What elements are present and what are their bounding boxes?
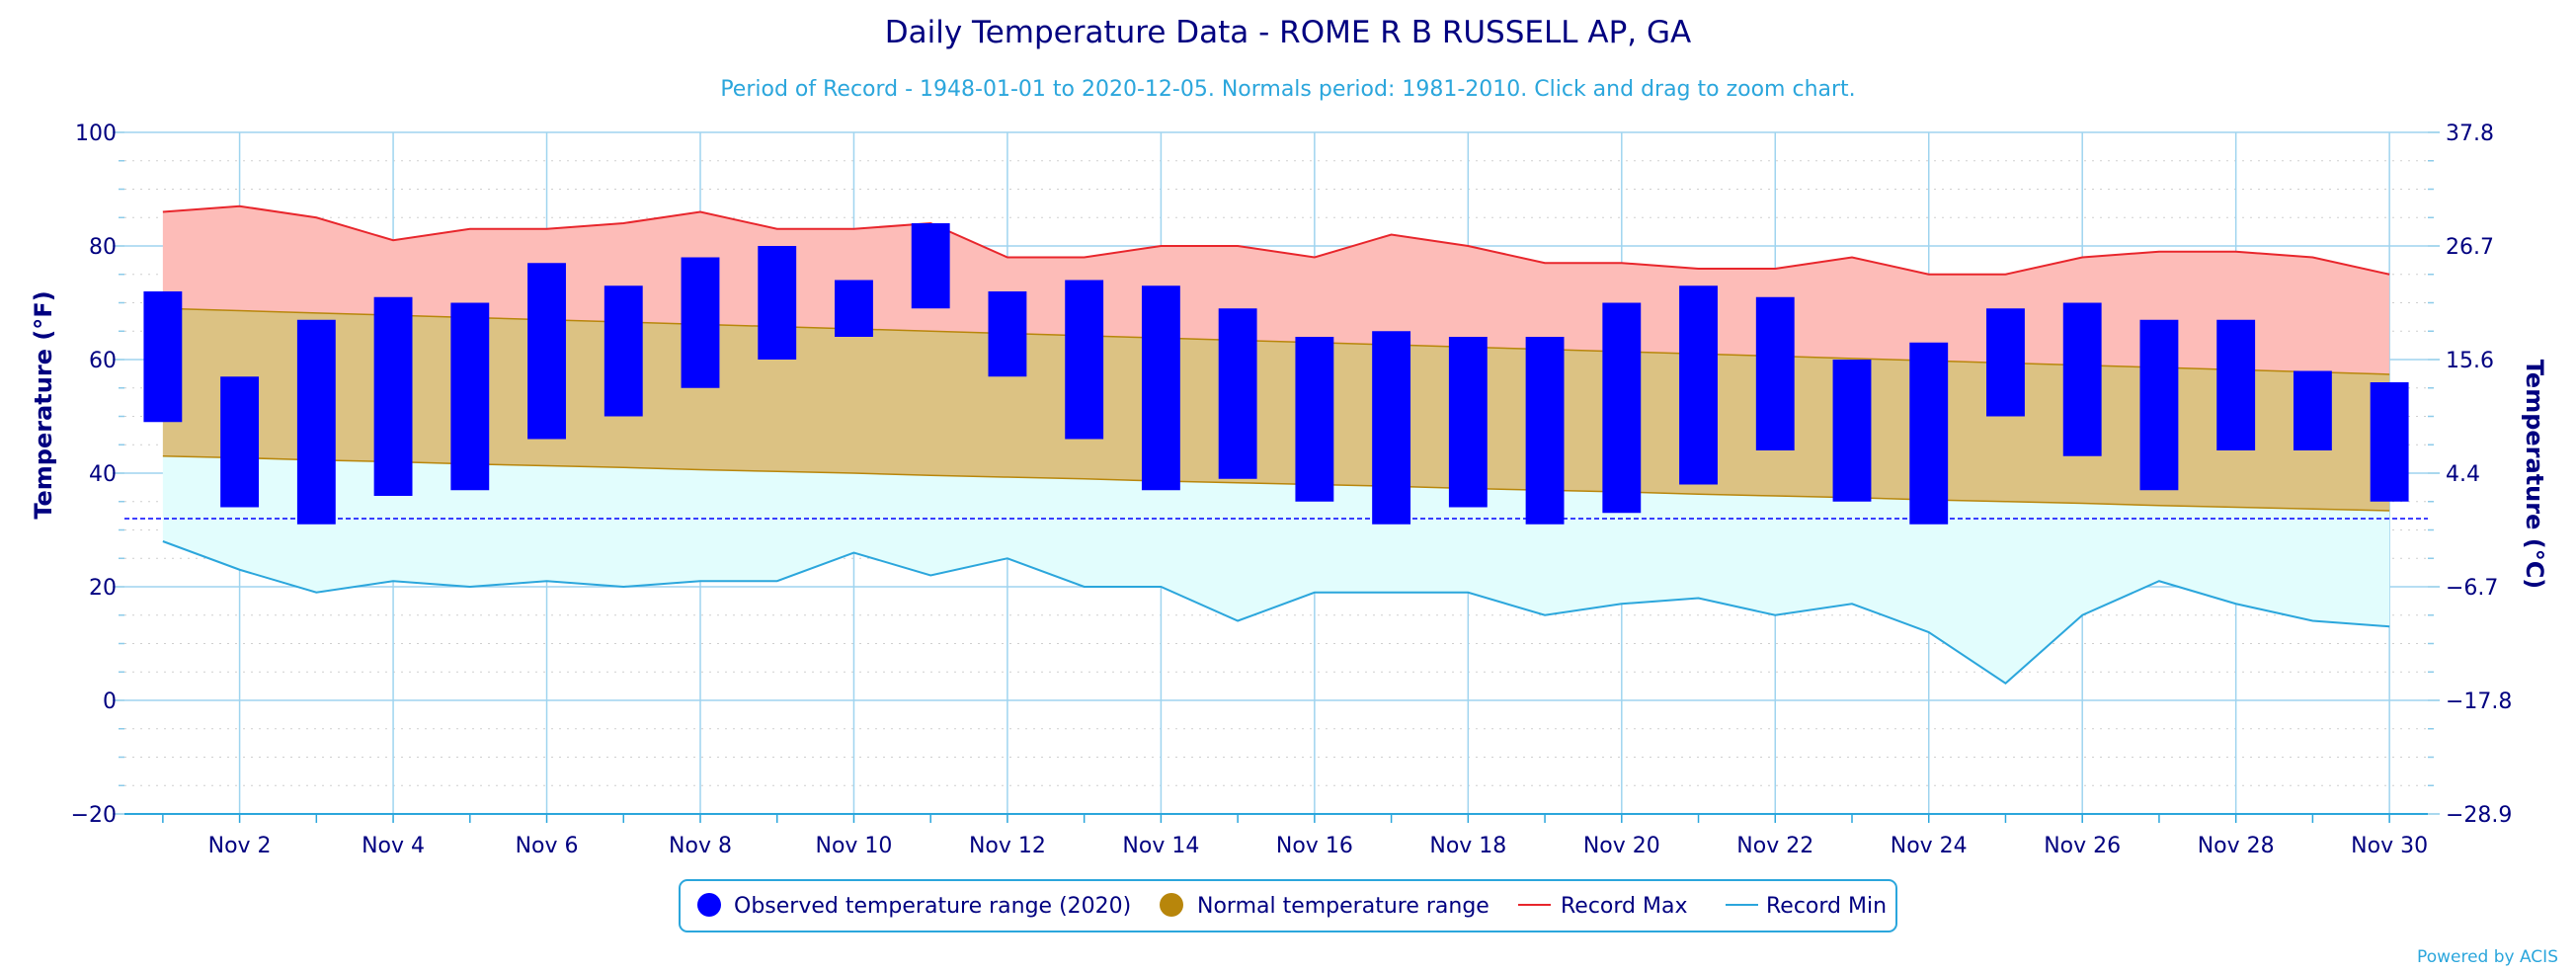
observed-bar (1218, 308, 1257, 479)
y-tick-label-right: 26.7 (2446, 235, 2494, 260)
observed-bar (220, 376, 260, 508)
legend-item-normal[interactable]: Normal temperature range (1160, 893, 1489, 919)
observed-bars (143, 223, 2409, 525)
observed-bar (758, 246, 797, 360)
observed-bar (835, 280, 873, 337)
y-tick-label-left: 60 (89, 349, 117, 373)
legend-observed-marker (697, 893, 721, 917)
legend-box (679, 879, 1897, 932)
record-min-fill (162, 455, 2390, 684)
x-tick-label: Nov 30 (2351, 834, 2428, 858)
observed-bar (911, 223, 950, 309)
legend-item-observed[interactable]: Observed temperature range (2020) (697, 893, 1131, 919)
observed-bar (1141, 285, 1180, 491)
observed-bar (2062, 302, 2102, 456)
observed-bar (1986, 308, 2025, 417)
observed-bar (450, 302, 490, 491)
x-tick-label: Nov 4 (362, 834, 425, 858)
observed-bar (681, 257, 720, 388)
observed-bar (1295, 337, 1334, 502)
x-tick-label: Nov 12 (969, 834, 1046, 858)
y-axis-title-left: Temperature (°F) (30, 290, 57, 519)
x-tick-label: Nov 6 (516, 834, 579, 858)
legend-record-max-label: Record Max (1561, 894, 1688, 919)
record-max-fill (162, 205, 2390, 374)
legend-record-min-label: Record Min (1766, 894, 1887, 919)
y-tick-label-right: 37.8 (2446, 122, 2494, 146)
record-max-line (162, 204, 2390, 276)
x-tick-label: Nov 2 (208, 834, 272, 858)
y-axis-title-right: Temperature (°C) (2521, 360, 2548, 590)
observed-bar (2216, 319, 2256, 450)
y-tick-label-right: −28.9 (2446, 803, 2512, 828)
normal-low-line (162, 455, 2390, 512)
y-tick-label-right: 15.6 (2446, 349, 2494, 373)
observed-bar (2293, 370, 2332, 450)
y-tick-label-left: 20 (89, 576, 117, 601)
y-tick-label-right: −6.7 (2446, 576, 2498, 601)
legend-normal-label: Normal temperature range (1197, 894, 1489, 919)
observed-bar (1755, 296, 1795, 450)
legend-item-record-min[interactable]: Record Min (1726, 894, 1887, 919)
y-tick-label-left: 40 (89, 462, 117, 487)
legend-item-record-max[interactable]: Record Max (1518, 894, 1688, 919)
observed-bar (2370, 382, 2409, 502)
observed-bar (1065, 280, 1104, 440)
x-tick-label: Nov 10 (815, 834, 892, 858)
x-tick-label: Nov 26 (2044, 834, 2121, 858)
y-tick-label-left: 0 (103, 689, 117, 714)
x-tick-label: Nov 28 (2198, 834, 2275, 858)
observed-bar (1372, 331, 1411, 525)
y-tick-label-left: −20 (71, 803, 117, 828)
credits-link[interactable]: Powered by ACIS (2417, 947, 2558, 967)
observed-bar (1909, 342, 1949, 525)
x-tick-label: Nov 22 (1736, 834, 1813, 858)
observed-bar (143, 291, 183, 423)
legend-observed-label: Observed temperature range (2020) (734, 894, 1131, 919)
y-tick-label-right: −17.8 (2446, 689, 2512, 714)
observed-bar (2139, 319, 2179, 491)
legend-normal-marker (1160, 893, 1183, 917)
observed-bar (1602, 302, 1642, 514)
y-tick-label-right: 4.4 (2446, 462, 2480, 487)
y-tick-label-left: 100 (75, 122, 117, 146)
observed-bar (527, 263, 566, 440)
axes: −20 −28.9 0 −17.8 20 −6.7 40 4.4 60 15.6 80 26.7 100… (71, 122, 2513, 858)
record-min-line (162, 540, 2390, 686)
legend: Observed temperature range (2020) Normal… (679, 879, 1897, 932)
x-tick-label: Nov 18 (1429, 834, 1506, 858)
observed-bar (988, 291, 1027, 377)
y-tick-label-left: 80 (89, 235, 117, 260)
record-max-band (162, 205, 2390, 684)
x-tick-label: Nov 8 (669, 834, 732, 858)
observed-bar (373, 296, 413, 496)
chart-subtitle: Period of Record - 1948-01-01 to 2020-12… (720, 77, 1855, 102)
observed-bar (296, 319, 336, 525)
x-tick-label: Nov 20 (1583, 834, 1660, 858)
x-tick-label: Nov 16 (1276, 834, 1353, 858)
observed-bar (1448, 337, 1488, 508)
observed-bar (1832, 360, 1872, 502)
observed-bar (604, 285, 643, 417)
x-tick-label: Nov 24 (1891, 834, 1968, 858)
observed-bar (1525, 337, 1565, 525)
record-lines (162, 204, 2390, 686)
chart-title: Daily Temperature Data - ROME R B RUSSEL… (885, 15, 1691, 50)
x-tick-label: Nov 14 (1122, 834, 1199, 858)
observed-bar (1679, 285, 1718, 485)
